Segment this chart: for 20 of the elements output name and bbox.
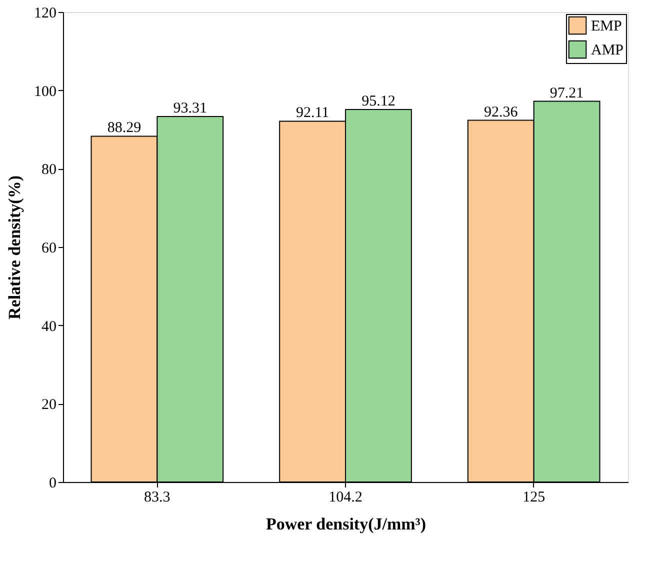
data-label: 92.36 xyxy=(484,104,518,120)
data-label: 92.11 xyxy=(296,105,330,122)
data-label: 95.12 xyxy=(362,93,396,110)
data-label: 93.31 xyxy=(173,100,207,117)
data-label: 97.21 xyxy=(550,85,584,102)
x-tick-label: 83.3 xyxy=(144,490,170,506)
y-tick-label: 20 xyxy=(42,397,56,414)
x-tick-label: 104.2 xyxy=(328,490,362,506)
y-tick-label: 0 xyxy=(49,476,56,492)
x-tick-label: 125 xyxy=(522,490,546,506)
y-tick-label: 100 xyxy=(34,84,56,100)
legend-label: EMP xyxy=(591,18,622,34)
legend-label: AMP xyxy=(591,42,624,58)
y-tick-label: 40 xyxy=(42,318,56,335)
data-label: 88.29 xyxy=(107,120,142,136)
y-tick-label: 60 xyxy=(42,240,56,256)
x-axis-title: Power density(J/mm³) xyxy=(266,514,426,534)
y-tick-label: 120 xyxy=(34,6,56,22)
y-axis-title: Relative density(%) xyxy=(5,175,24,320)
y-tick-label: 80 xyxy=(42,162,56,178)
